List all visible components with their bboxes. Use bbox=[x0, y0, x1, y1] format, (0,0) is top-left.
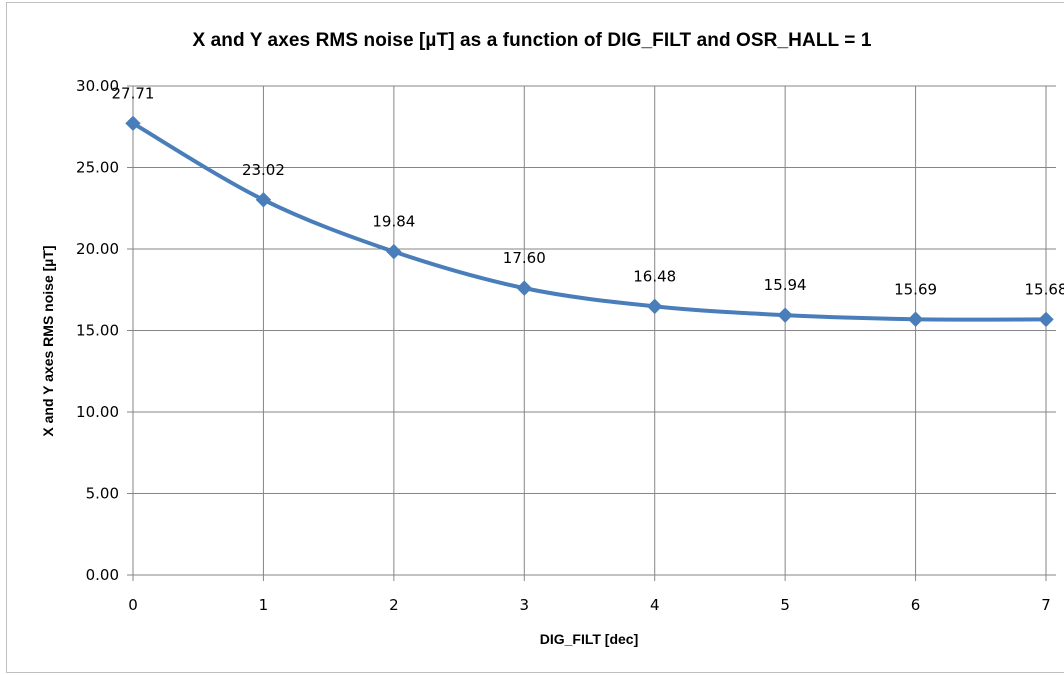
x-tick-label: 3 bbox=[520, 596, 530, 614]
y-tick-label: 5.00 bbox=[86, 485, 119, 503]
data-label: 19.84 bbox=[372, 213, 415, 231]
y-tick-label: 0.00 bbox=[86, 566, 119, 584]
data-labels: 27.71 23.02 19.84 17.60 16.48 15.94 15.69 15.68 bbox=[112, 84, 1064, 298]
y-tick-label: 20.00 bbox=[76, 240, 119, 258]
series-line-path bbox=[131, 121, 1048, 322]
data-point-marker bbox=[255, 192, 272, 208]
chart-title: X and Y axes RMS noise [µT] as a functio… bbox=[192, 30, 872, 51]
data-point-marker bbox=[647, 298, 663, 315]
x-tick-label: 7 bbox=[1041, 596, 1051, 614]
y-tick-label: 25.00 bbox=[76, 159, 119, 177]
x-tick-label: 4 bbox=[650, 596, 660, 614]
data-point-marker bbox=[777, 307, 793, 323]
axes bbox=[127, 85, 1056, 581]
series-line bbox=[131, 121, 1048, 322]
x-tick-label: 5 bbox=[780, 596, 790, 614]
x-tick-label: 6 bbox=[911, 596, 921, 614]
data-label: 15.69 bbox=[894, 280, 937, 298]
data-label: 17.60 bbox=[503, 249, 546, 267]
x-tick-label: 0 bbox=[128, 596, 138, 614]
data-point-marker bbox=[125, 115, 141, 132]
x-tick-label: 1 bbox=[259, 596, 269, 614]
data-point-marker bbox=[1038, 311, 1054, 328]
y-tick-label: 10.00 bbox=[76, 403, 119, 421]
data-label: 27.71 bbox=[112, 84, 155, 102]
gridlines bbox=[133, 85, 1056, 575]
y-tick-labels: 0.00 5.00 10.00 15.00 20.00 25.00 30.00 bbox=[76, 77, 119, 584]
y-tick-label: 30.00 bbox=[76, 77, 119, 95]
y-axis-title: X and Y axes RMS noise [µT] bbox=[40, 245, 56, 436]
x-tick-labels: 0 1 2 3 4 5 6 7 bbox=[128, 596, 1051, 614]
chart-frame bbox=[6, 2, 1064, 673]
data-point-marker bbox=[516, 280, 532, 296]
data-label: 16.48 bbox=[633, 267, 676, 285]
data-label: 23.02 bbox=[242, 161, 285, 179]
x-axis-title: DIG_FILT [dec] bbox=[540, 631, 639, 647]
data-point-marker bbox=[386, 243, 402, 260]
data-point-marker bbox=[907, 311, 924, 327]
data-markers bbox=[125, 115, 1054, 328]
x-tick-label: 2 bbox=[389, 596, 399, 614]
data-label: 15.68 bbox=[1025, 280, 1064, 298]
y-tick-label: 15.00 bbox=[76, 322, 119, 340]
data-label: 15.94 bbox=[764, 276, 807, 294]
